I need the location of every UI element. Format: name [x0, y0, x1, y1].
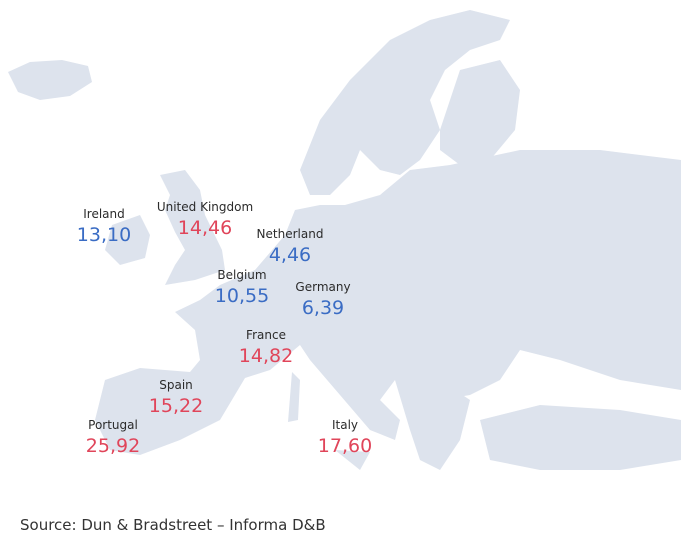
country-name: Belgium: [217, 268, 266, 282]
country-name: Spain: [159, 378, 193, 392]
country-value: 17,60: [318, 435, 372, 457]
source: Source: Dun & Bradstreet – Informa D&B: [20, 516, 326, 534]
country-value: 14,82: [239, 345, 293, 367]
country-value: 13,10: [77, 224, 131, 246]
country-value: 14,46: [178, 217, 232, 239]
country-value: 15,22: [149, 395, 203, 417]
country-value: 25,92: [86, 435, 140, 457]
country-name: Netherland: [257, 227, 324, 241]
country-value: 4,46: [269, 244, 311, 266]
land: [8, 10, 681, 470]
country-value: 6,39: [302, 297, 344, 319]
country-name: Italy: [332, 418, 358, 432]
country-name: United Kingdom: [157, 200, 253, 214]
country-name: Ireland: [83, 207, 125, 221]
country-name: Portugal: [88, 418, 138, 432]
country-name: Germany: [295, 280, 350, 294]
country-value: 10,55: [215, 285, 269, 307]
country-name: France: [246, 328, 286, 342]
